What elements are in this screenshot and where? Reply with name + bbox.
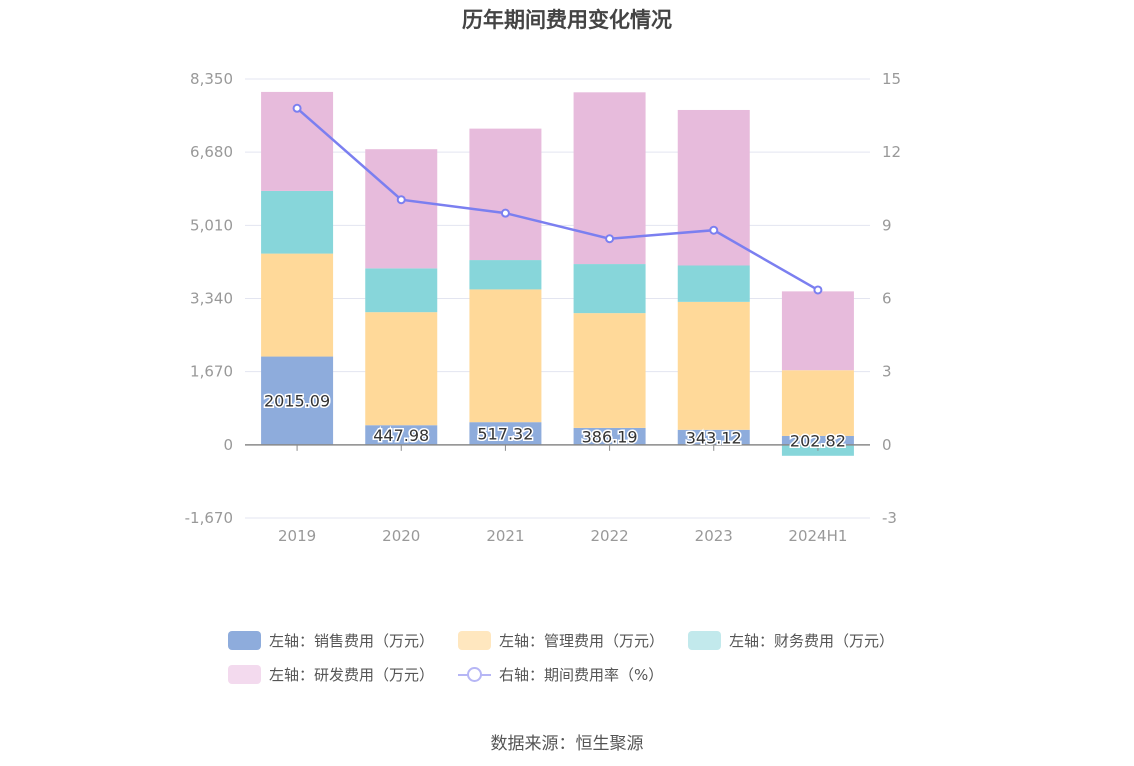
x-tick-label: 2022: [590, 527, 628, 545]
bar-segment: [781, 291, 854, 371]
y-right-tick-label: 0: [882, 436, 892, 454]
legend-label-admin: 左轴：管理费用（万元）: [499, 632, 665, 650]
legend-swatch-rd: [228, 665, 261, 684]
y-left-tick-label: 1,670: [190, 363, 233, 381]
bar-segment: [261, 356, 334, 445]
data-label: 386.19: [582, 427, 638, 446]
x-tick-label: 2024H1: [788, 527, 847, 545]
y-left-tick-label: 8,350: [190, 70, 233, 88]
bar-segment: [365, 312, 438, 426]
bar-segment: [573, 313, 646, 428]
bar-segment: [781, 435, 854, 445]
legend-label-finance: 左轴：财务费用（万元）: [729, 632, 895, 650]
legend-item-rd[interactable]: 左轴：研发费用（万元）: [228, 664, 434, 685]
legend-label-expense-rate: 右轴：期间费用率（%）: [499, 666, 664, 684]
y-left-tick-label: 3,340: [190, 290, 233, 308]
bar-segment: [469, 289, 542, 423]
bar-segment: [573, 264, 646, 314]
legend-swatch-admin: [458, 631, 491, 650]
expense-rate-point: [709, 225, 719, 235]
legend-label-sales: 左轴：销售费用（万元）: [269, 632, 435, 650]
expense-rate-point: [500, 208, 510, 218]
legend-item-sales[interactable]: 左轴：销售费用（万元）: [228, 630, 434, 651]
x-tick-label: 2021: [486, 527, 524, 545]
expense-rate-point: [813, 285, 823, 295]
y-right-tick-label: 3: [882, 363, 892, 381]
data-label: 343.12: [686, 428, 742, 447]
y-right-tick-label: 12: [882, 143, 901, 161]
legend-item-expense-rate[interactable]: 右轴：期间费用率（%）: [458, 664, 663, 685]
data-label: 2015.09: [264, 392, 330, 411]
legend-item-finance[interactable]: 左轴：财务费用（万元）: [688, 630, 894, 651]
y-right-tick-label: 9: [882, 216, 892, 234]
y-right-tick-label: 15: [882, 70, 901, 88]
bar-segment: [677, 109, 750, 266]
bar-segment: [365, 425, 438, 445]
x-tick-label: 2020: [382, 527, 420, 545]
bar-segment: [469, 260, 542, 290]
legend-swatch-sales: [228, 631, 261, 650]
data-label: 202.82: [790, 431, 846, 450]
y-left-tick-label: 0: [223, 436, 233, 454]
expense-rate-point: [605, 234, 615, 244]
y-right-tick-label: 6: [882, 290, 892, 308]
x-tick-label: 2023: [695, 527, 733, 545]
bar-segment: [469, 128, 542, 261]
data-label: 447.98: [373, 426, 429, 445]
expense-rate-line: [296, 107, 819, 292]
bar-segment: [365, 268, 438, 313]
bar-segment: [469, 422, 542, 445]
x-tick-label: 2019: [278, 527, 316, 545]
expense-rate-point: [396, 195, 406, 205]
bar-segment: [365, 149, 438, 269]
source-note: 数据来源：恒生聚源: [490, 734, 644, 754]
y-left-tick-label: 6,680: [190, 143, 233, 161]
bar-segment: [261, 253, 334, 357]
data-label: 517.32: [477, 425, 533, 444]
legend-line-icon: [458, 665, 491, 684]
legend-label-rd: 左轴：研发费用（万元）: [269, 666, 435, 684]
bar-segment: [781, 370, 854, 436]
bar-segment: [573, 427, 646, 445]
y-left-tick-label: 5,010: [190, 216, 233, 234]
bar-segment: [677, 429, 750, 445]
bar-segment: [677, 265, 750, 302]
expense-rate-point: [292, 103, 302, 113]
y-right-tick-label: -3: [882, 509, 897, 527]
chart-title: 历年期间费用变化情况: [462, 8, 672, 32]
legend-item-admin[interactable]: 左轴：管理费用（万元）: [458, 630, 664, 651]
y-left-tick-label: -1,670: [185, 509, 233, 527]
bar-segment: [677, 301, 750, 430]
bar-segment: [261, 190, 334, 254]
legend-swatch-finance: [688, 631, 721, 650]
